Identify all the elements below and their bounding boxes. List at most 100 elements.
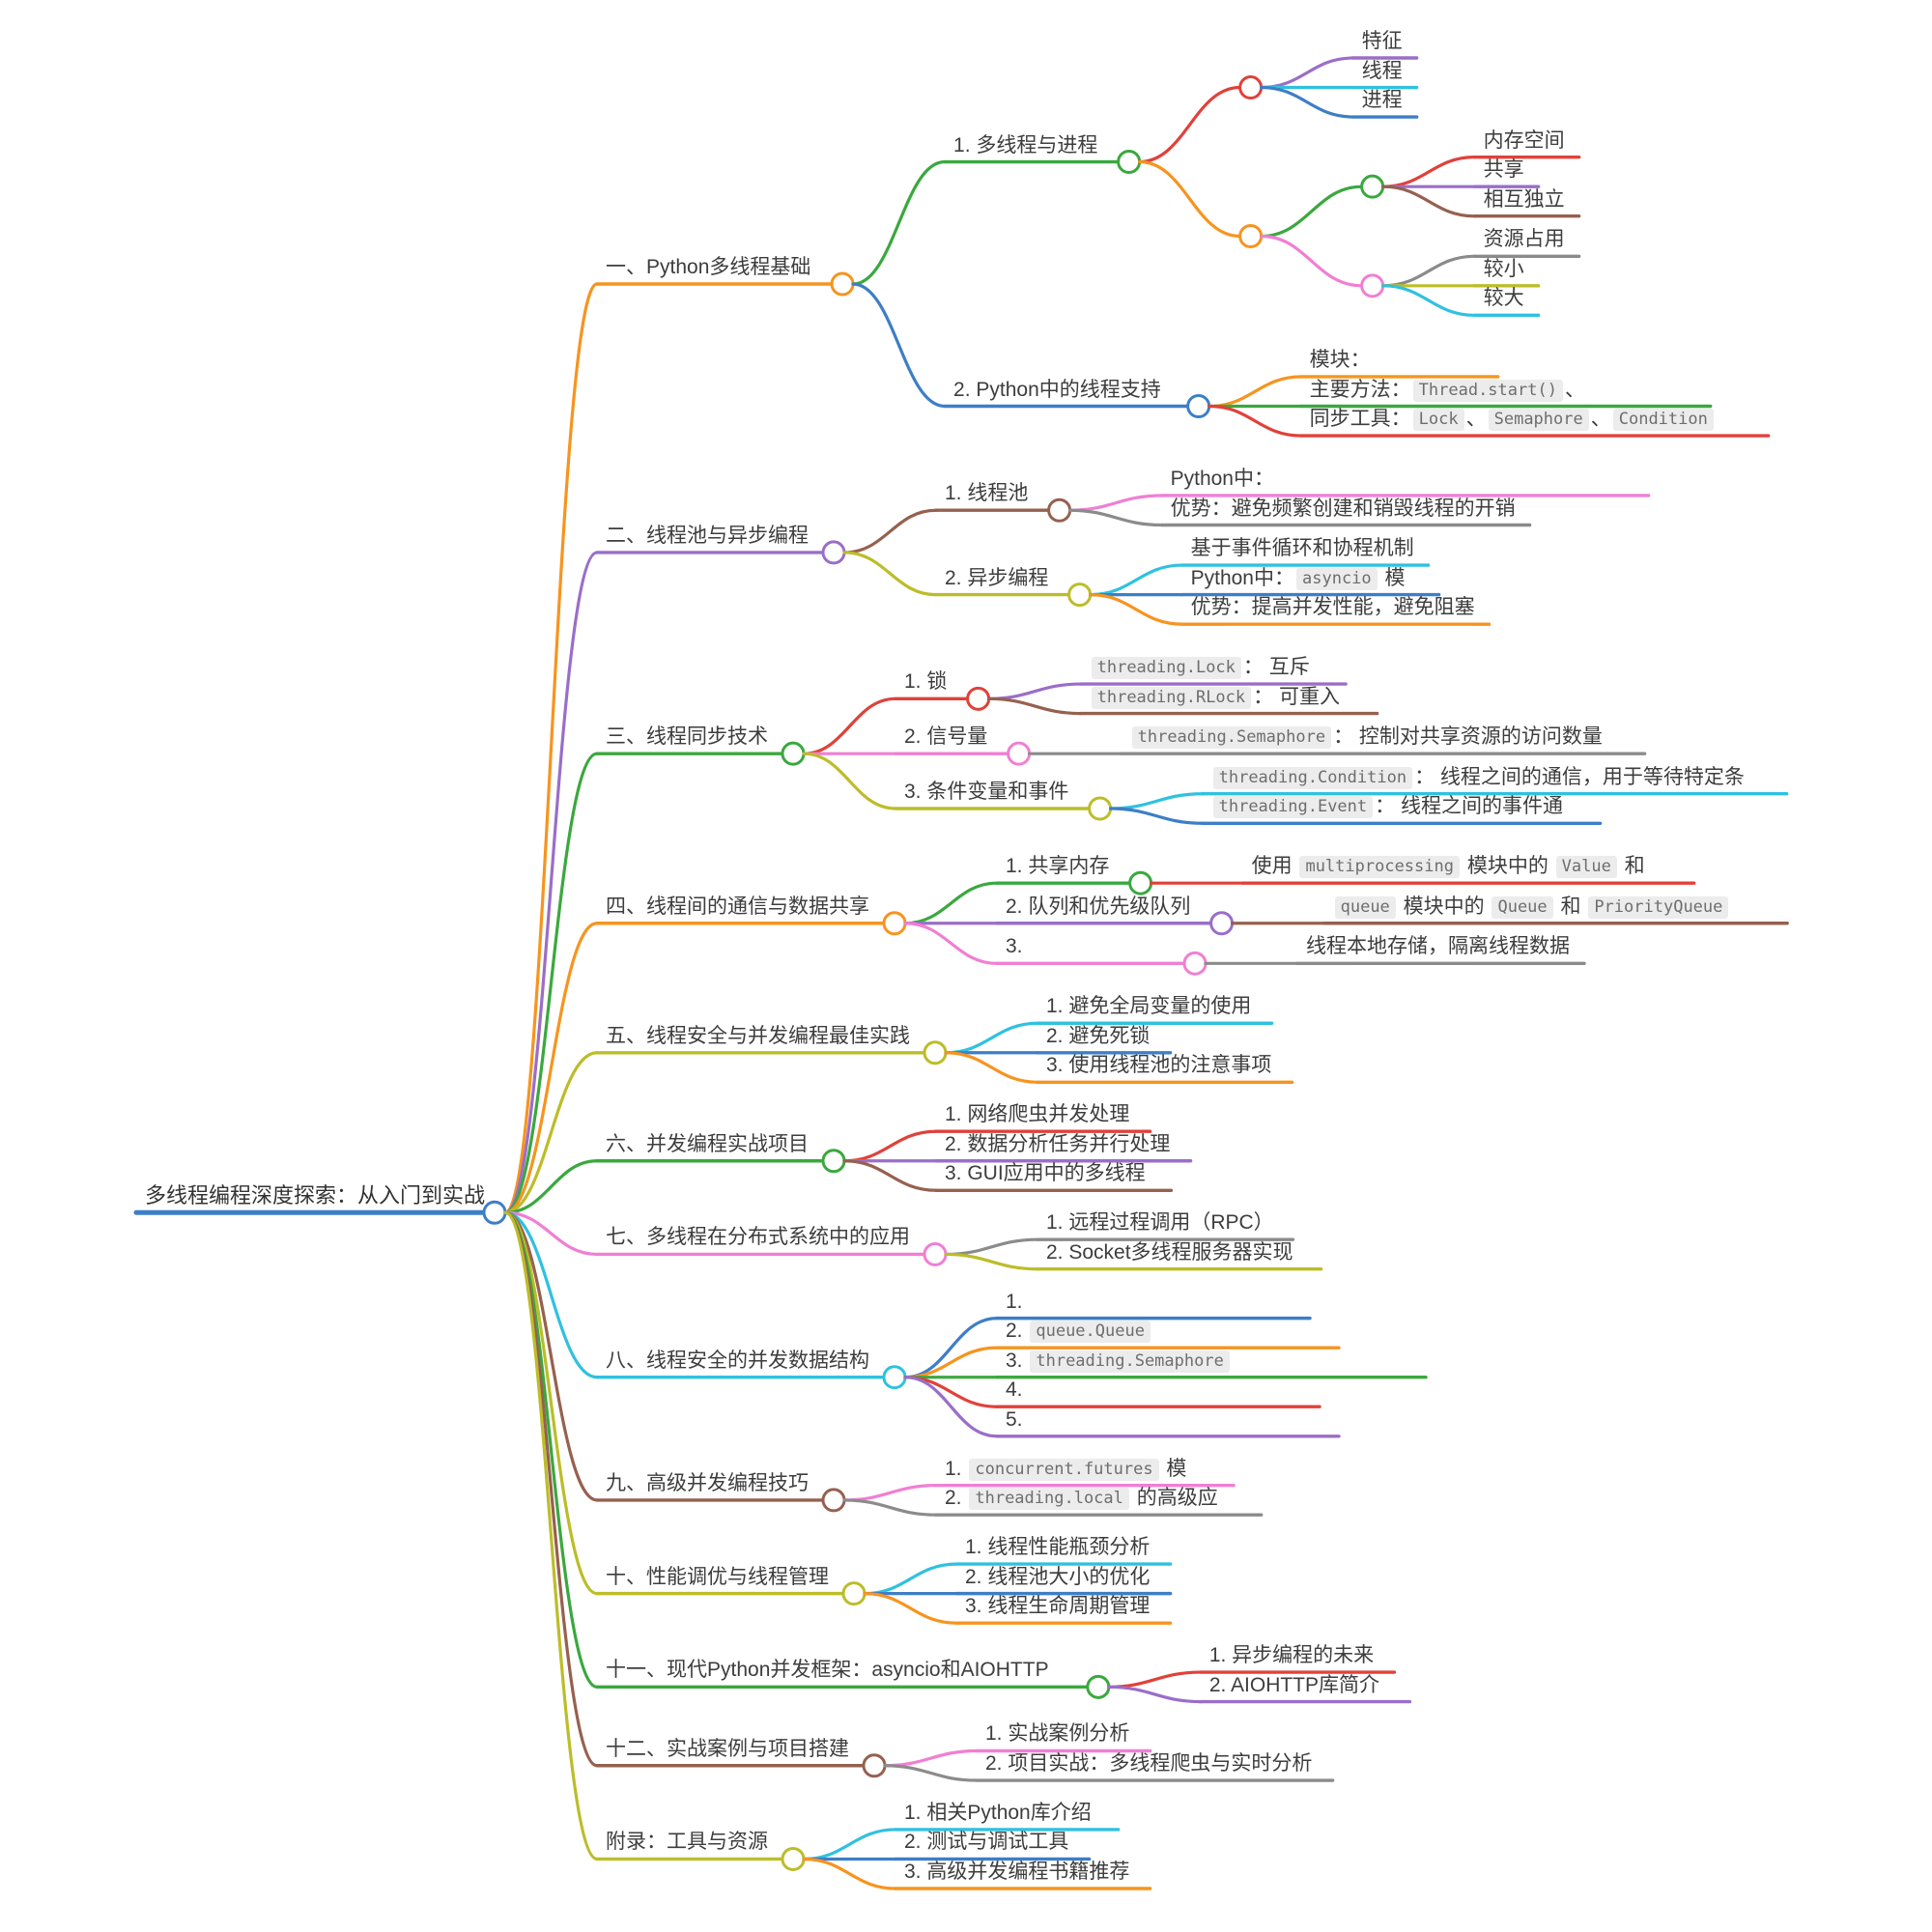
node-collapse-handle[interactable] bbox=[821, 1149, 846, 1174]
node-label[interactable]: 一、Python多线程基础 bbox=[606, 256, 811, 278]
node-label[interactable]: 2. threading.local 的高级应 bbox=[945, 1485, 1218, 1511]
node-label[interactable]: 二、线程池与异步编程 bbox=[606, 524, 809, 547]
node-collapse-handle[interactable] bbox=[1047, 497, 1072, 523]
node-label[interactable]: 1. 线程性能瓶颈分析 bbox=[965, 1536, 1151, 1559]
node-label[interactable]: 4. bbox=[1006, 1378, 1023, 1402]
node-label[interactable]: Python中： bbox=[1170, 467, 1274, 490]
node-label[interactable]: 2. 线程池大小的优化 bbox=[965, 1565, 1151, 1588]
node-label[interactable]: 2. Python中的线程支持 bbox=[953, 378, 1161, 401]
node-label[interactable]: 2. AIOHTTP库简介 bbox=[1208, 1673, 1380, 1696]
node-collapse-handle[interactable] bbox=[923, 1040, 948, 1065]
node-label[interactable]: 1. bbox=[1006, 1290, 1023, 1313]
node-label[interactable]: 附录：工具与资源 bbox=[606, 1831, 768, 1854]
node-label[interactable]: 主要方法： Thread.start()、 bbox=[1310, 377, 1585, 403]
node-label[interactable]: 较小 bbox=[1483, 257, 1524, 280]
node-collapse-handle[interactable] bbox=[1007, 741, 1032, 766]
node-label[interactable]: 2. 项目实战：多线程爬虫与实时分析 bbox=[985, 1752, 1313, 1776]
node-label[interactable]: 3. bbox=[1006, 935, 1023, 958]
node-collapse-handle[interactable] bbox=[862, 1753, 887, 1778]
node-collapse-handle[interactable] bbox=[1209, 911, 1235, 936]
node-label[interactable]: 2. 异步编程 bbox=[945, 566, 1049, 589]
node-label[interactable]: threading.RLock： 可重入 bbox=[1090, 684, 1340, 710]
node-label[interactable]: 线程本地存储，隔离线程数据 bbox=[1306, 935, 1570, 958]
node-label[interactable]: 十、性能调优与线程管理 bbox=[606, 1565, 829, 1588]
node-label[interactable]: 十一、现代Python并发框架：asyncio和AIOHTTP bbox=[606, 1659, 1049, 1682]
node-collapse-handle[interactable] bbox=[821, 540, 846, 565]
node-label[interactable]: 1. 异步编程的未来 bbox=[1208, 1644, 1375, 1667]
node-collapse-handle[interactable] bbox=[1238, 75, 1264, 100]
node-label[interactable]: 3. GUI应用中的多线程 bbox=[945, 1162, 1146, 1185]
node-collapse-handle[interactable] bbox=[821, 1488, 846, 1513]
node-label[interactable]: 五、线程安全与并发编程最佳实践 bbox=[606, 1024, 910, 1047]
node-collapse-handle[interactable] bbox=[1182, 951, 1208, 976]
node-label[interactable]: Python中： asyncio 模 bbox=[1191, 565, 1406, 591]
node-collapse-handle[interactable] bbox=[482, 1200, 507, 1225]
node-collapse-handle[interactable] bbox=[882, 911, 907, 936]
node-label[interactable]: 优势：提高并发性能，避免阻塞 bbox=[1190, 596, 1475, 619]
node-label[interactable]: 3. 线程生命周期管理 bbox=[965, 1595, 1151, 1618]
node-label[interactable]: 3. threading.Semaphore bbox=[1006, 1348, 1232, 1374]
node-collapse-handle[interactable] bbox=[781, 741, 806, 766]
node-label[interactable]: 1. 共享内存 bbox=[1006, 855, 1110, 878]
node-collapse-handle[interactable] bbox=[923, 1241, 948, 1266]
node-label[interactable]: 八、线程安全的并发数据结构 bbox=[606, 1349, 869, 1372]
node-label[interactable]: 5. bbox=[1006, 1407, 1023, 1431]
node-label[interactable]: 2. 队列和优先级队列 bbox=[1006, 895, 1191, 918]
node-label[interactable]: 1. 锁 bbox=[904, 670, 948, 694]
node-collapse-handle[interactable] bbox=[1067, 582, 1093, 608]
node-label[interactable]: 资源占用 bbox=[1483, 228, 1565, 251]
node-collapse-handle[interactable] bbox=[1088, 796, 1113, 821]
node-collapse-handle[interactable] bbox=[1238, 223, 1264, 248]
node-label[interactable]: 较大 bbox=[1483, 287, 1524, 310]
node-label[interactable]: 线程 bbox=[1361, 59, 1403, 82]
node-collapse-handle[interactable] bbox=[1360, 174, 1385, 199]
node-label[interactable]: 2. 数据分析任务并行处理 bbox=[945, 1132, 1171, 1155]
node-label[interactable]: 十二、实战案例与项目搭建 bbox=[606, 1737, 849, 1760]
node-label[interactable]: 使用 multiprocessing 模块中的 Value 和 bbox=[1252, 853, 1645, 879]
node-label[interactable]: threading.Condition： 线程之间的通信，用于等待特定条 bbox=[1211, 764, 1745, 790]
node-label[interactable]: 1. 避免全局变量的使用 bbox=[1046, 995, 1252, 1018]
node-label[interactable]: 3. 条件变量和事件 bbox=[904, 781, 1069, 803]
node-collapse-handle[interactable] bbox=[1128, 870, 1153, 895]
node-label[interactable]: 3. 使用线程池的注意事项 bbox=[1046, 1054, 1272, 1077]
node-label[interactable]: 1. 远程过程调用（RPC） bbox=[1046, 1211, 1274, 1235]
node-collapse-handle[interactable] bbox=[1117, 150, 1142, 175]
node-collapse-handle[interactable] bbox=[966, 686, 991, 711]
node-label[interactable]: 共享 bbox=[1483, 158, 1524, 182]
node-label[interactable]: 2. 避免死锁 bbox=[1046, 1024, 1151, 1047]
node-label[interactable]: 2. 测试与调试工具 bbox=[904, 1831, 1069, 1854]
node-label[interactable]: 1. 实战案例分析 bbox=[985, 1722, 1130, 1746]
node-label[interactable]: 2. Socket多线程服务器实现 bbox=[1046, 1240, 1293, 1264]
node-label[interactable]: 1. 多线程与进程 bbox=[953, 133, 1098, 156]
node-label[interactable]: 六、并发编程实战项目 bbox=[606, 1132, 809, 1155]
node-label[interactable]: 1. concurrent.futures 模 bbox=[945, 1456, 1186, 1482]
node-label[interactable]: 模块： bbox=[1309, 348, 1371, 371]
node-label[interactable]: 1. 相关Python库介绍 bbox=[904, 1801, 1092, 1824]
node-label[interactable]: 基于事件循环和协程机制 bbox=[1190, 537, 1414, 560]
node-label[interactable]: 进程 bbox=[1361, 89, 1403, 112]
node-label[interactable]: threading.Semaphore： 控制对共享资源的访问数量 bbox=[1130, 724, 1603, 750]
node-collapse-handle[interactable] bbox=[781, 1846, 806, 1871]
node-label[interactable]: 1. 网络爬虫并发处理 bbox=[945, 1103, 1130, 1126]
node-collapse-handle[interactable] bbox=[1186, 394, 1211, 419]
node-collapse-handle[interactable] bbox=[1360, 273, 1385, 298]
node-collapse-handle[interactable] bbox=[830, 271, 855, 297]
node-label[interactable]: 2. 信号量 bbox=[904, 725, 988, 749]
node-label[interactable]: 特征 bbox=[1361, 30, 1403, 52]
node-label[interactable]: 内存空间 bbox=[1483, 128, 1565, 152]
node-label[interactable]: threading.Event： 线程之间的事件通 bbox=[1211, 793, 1563, 819]
root-node-label[interactable]: 多线程编程深度探索：从入门到实战 bbox=[145, 1183, 486, 1208]
node-collapse-handle[interactable] bbox=[1086, 1674, 1111, 1699]
node-label[interactable]: 3. 高级并发编程书籍推荐 bbox=[904, 1861, 1130, 1883]
node-label[interactable]: 三、线程同步技术 bbox=[606, 725, 768, 749]
node-collapse-handle[interactable] bbox=[841, 1581, 867, 1606]
node-label[interactable]: threading.Lock： 互斥 bbox=[1090, 654, 1310, 680]
node-label[interactable]: 七、多线程在分布式系统中的应用 bbox=[606, 1226, 910, 1249]
node-label[interactable]: 四、线程间的通信与数据共享 bbox=[606, 895, 869, 918]
node-label[interactable]: 同步工具： Lock、 Semaphore、 Condition bbox=[1310, 406, 1716, 432]
node-label[interactable]: 2. queue.Queue bbox=[1006, 1318, 1152, 1344]
node-label[interactable]: 九、高级并发编程技巧 bbox=[606, 1471, 809, 1494]
node-label[interactable]: queue 模块中的 Queue 和 PriorityQueue bbox=[1333, 894, 1731, 920]
node-label[interactable]: 1. 线程池 bbox=[945, 482, 1029, 505]
node-label[interactable]: 相互独立 bbox=[1483, 187, 1565, 211]
